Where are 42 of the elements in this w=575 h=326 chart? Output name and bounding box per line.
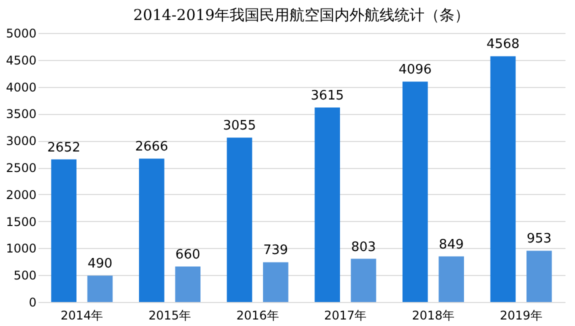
data-label: 953 — [526, 232, 552, 247]
bar — [263, 262, 288, 302]
x-tick-label: 2017年 — [324, 308, 367, 322]
y-tick-label: 1000 — [6, 242, 36, 256]
data-label: 739 — [263, 243, 288, 258]
bar — [139, 158, 164, 302]
data-label: 2652 — [47, 140, 80, 156]
y-tick-label: 5000 — [6, 26, 36, 40]
x-tick-label: 2019年 — [500, 308, 542, 322]
y-tick-label: 4000 — [6, 80, 36, 94]
y-tick-label: 3000 — [6, 134, 36, 148]
chart-title: 2014-2019年我国民用航空国内外航线统计（条） — [133, 6, 470, 24]
data-label: 2666 — [135, 140, 168, 155]
data-label: 3615 — [310, 88, 344, 104]
bar — [314, 108, 340, 302]
data-label: 803 — [351, 240, 376, 255]
x-tick-label: 2016年 — [236, 308, 279, 322]
y-tick-label: 0 — [28, 296, 36, 310]
x-tick-label: 2015年 — [148, 308, 192, 322]
y-tick-label: 3500 — [6, 107, 36, 122]
x-tick-label: 2014年 — [60, 308, 104, 322]
x-tick-label: 2018年 — [412, 308, 455, 322]
y-tick-label: 500 — [14, 268, 36, 283]
y-tick-label: 1500 — [6, 214, 36, 229]
data-label: 849 — [438, 237, 464, 252]
y-tick-label: 4500 — [6, 53, 36, 68]
bar — [226, 138, 252, 302]
bar — [350, 258, 376, 302]
data-label: 490 — [88, 256, 112, 272]
bar — [402, 82, 428, 302]
y-tick-label: 2000 — [6, 188, 36, 202]
data-label: 4096 — [398, 62, 432, 78]
data-label: 4568 — [486, 37, 520, 52]
y-tick-label: 2500 — [6, 161, 36, 175]
bar — [51, 159, 76, 302]
bar — [490, 56, 516, 302]
data-label: 3055 — [222, 118, 256, 134]
bar — [526, 250, 552, 302]
bar — [175, 266, 200, 302]
bar — [87, 276, 113, 302]
data-label: 660 — [175, 247, 200, 262]
bar — [438, 256, 464, 302]
